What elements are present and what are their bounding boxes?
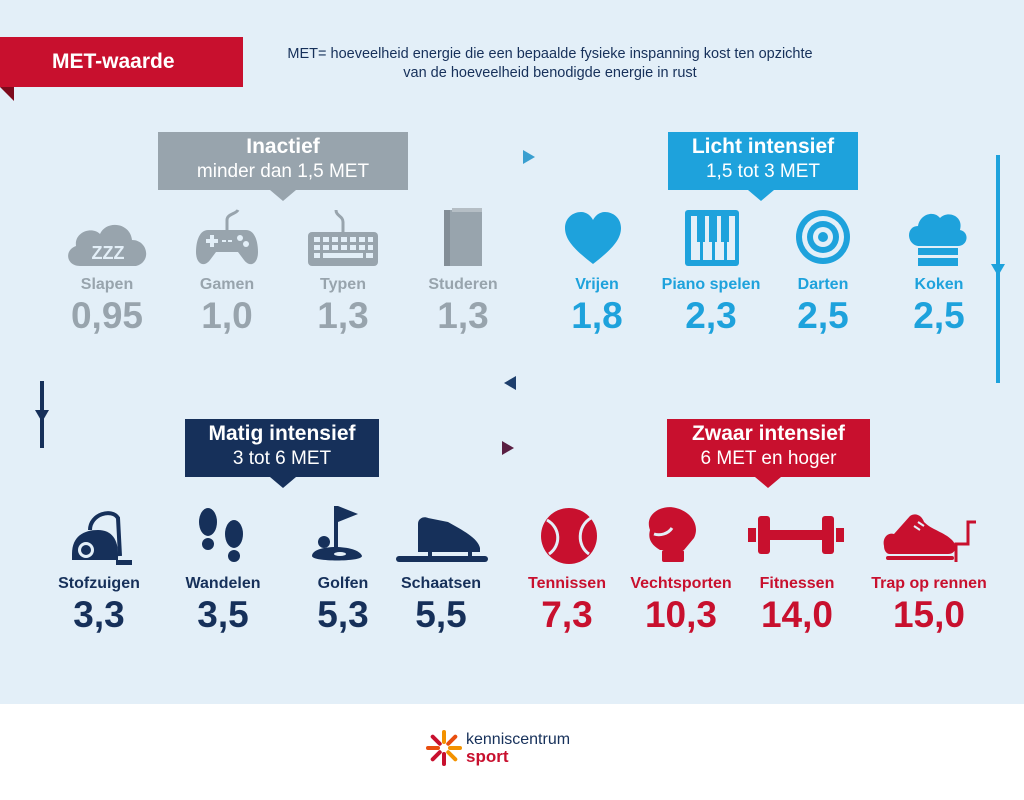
activity-darten: Darten 2,5 [758,275,888,337]
activity-trap-op-rennen: Trap op rennen 15,0 [864,574,994,636]
activity-label: Wandelen [185,575,261,592]
activity-schaatsen: Schaatsen 5,5 [376,574,506,636]
activity-met-value: 14,0 [760,594,833,635]
kenniscentrum-sport-logo-icon [426,730,462,766]
activity-met-value: 1,8 [571,295,623,336]
activity-met-value: 7,3 [541,594,593,635]
tag-ribbon [0,37,243,101]
category-range: 1,5 tot 3 MET [705,161,821,182]
activity-koken: Koken 2,5 [874,275,1004,337]
sleep-cloud-icon: ZZZ [68,224,147,266]
activity-met-value: 3,3 [73,594,125,635]
activity-label: Golfen [317,575,369,592]
category-range: 3 tot 6 MET [232,448,332,469]
activity-typen: Typen 1,3 [278,275,408,337]
activity-met-value: 2,3 [685,295,737,336]
target-icon [796,210,850,264]
book-icon [444,208,482,266]
met-definition: MET= hoeveelheid energie die een bepaald… [230,45,870,83]
activity-wandelen: Wandelen 3,5 [158,574,288,636]
activity-studeren: Studeren 1,3 [398,275,528,337]
heart-icon [565,212,621,264]
activity-met-value: 3,5 [197,594,249,635]
activity-met-value: 1,3 [317,295,369,336]
gamepad-icon [196,209,258,265]
activity-met-value: 1,0 [201,295,253,336]
tennis-ball-icon [541,508,597,564]
activity-stofzuigen: Stofzuigen 3,3 [34,574,164,636]
activity-label: Trap op rennen [871,575,987,592]
activity-label: Piano spelen [661,276,761,293]
activity-tennissen: Tennissen 7,3 [502,574,632,636]
activity-slapen: Slapen 0,95 [42,275,172,337]
arrow-top [523,150,535,164]
activity-met-value: 5,3 [317,594,369,635]
box-licht [668,132,858,190]
box-inactief [158,132,408,190]
definition-line-1: MET= hoeveelheid energie die een bepaald… [287,46,813,62]
arrow-bottom [502,441,514,455]
category-zwaar-intensief: Zwaar intensief 6 MET en hoger [667,421,870,471]
running-shoe-stairs-icon [883,514,976,562]
dumbbell-icon [748,516,844,554]
category-range: minder dan 1,5 MET [196,161,370,182]
chef-hat-icon [909,213,967,266]
category-licht-intensief: Licht intensief 1,5 tot 3 MET [668,134,858,184]
activity-label: Gamen [199,276,255,293]
sleep-icon-text: ZZZ [92,243,125,263]
infographic-panel [0,0,1024,704]
category-inactief: Inactief minder dan 1,5 MET [158,134,408,184]
category-title: Matig intensief [208,422,356,445]
activity-met-value: 10,3 [644,594,717,635]
golf-flag-icon [312,506,362,561]
arrow-right [991,264,1005,276]
activity-label: Slapen [80,276,134,293]
activity-met-value: 5,5 [415,594,467,635]
category-matig-intensief: Matig intensief 3 tot 6 MET [185,421,379,471]
activity-label: Fitnessen [759,575,835,592]
activity-label: Tennissen [528,575,606,592]
boxing-glove-icon [648,507,696,562]
definition-line-2: van de hoeveelheid benodigde energie in … [403,65,697,81]
activity-met-value: 2,5 [913,295,965,336]
met-waarde-tag: MET-waarde [52,50,175,73]
activity-met-value: 15,0 [892,594,965,635]
activity-met-value: 0,95 [70,295,143,336]
footprints-icon [199,508,243,562]
activity-label: Stofzuigen [58,575,140,592]
activity-label: Studeren [428,276,498,293]
category-title: Zwaar intensief [692,422,845,445]
arrow-middle [504,376,516,390]
activity-label: Darten [797,276,849,293]
activity-label: Vrijen [575,276,619,293]
activity-vrijen: Vrijen 1,8 [532,275,662,337]
category-range: 6 MET en hoger [700,448,837,469]
keyboard-icon [308,209,378,266]
skate-icon [396,517,488,562]
activity-label: Vechtsporten [630,575,732,592]
piano-icon [685,210,739,266]
category-boxes [158,132,870,488]
activity-golfen: Golfen 5,3 [278,574,408,636]
category-title: Inactief [246,135,320,158]
activity-vechtsporten: Vechtsporten 10,3 [616,574,746,636]
arrow-left [35,410,49,422]
activity-label: Schaatsen [400,575,482,592]
activity-label: Koken [914,276,964,293]
logo-text-sport: sport [466,747,509,766]
activity-met-value: 2,5 [797,295,849,336]
box-matig [185,419,379,477]
category-title: Licht intensief [691,135,835,158]
box-zwaar [667,419,870,477]
activity-label: Typen [320,276,366,293]
logo-text-kenniscentrum: kenniscentrum [466,731,571,748]
activity-met-value: 1,3 [437,295,489,336]
activity-piano-spelen: Piano spelen 2,3 [646,275,776,337]
activity-fitnessen: Fitnessen 14,0 [732,574,862,636]
vacuum-cleaner-icon [72,511,132,565]
activity-gamen: Gamen 1,0 [162,275,292,337]
